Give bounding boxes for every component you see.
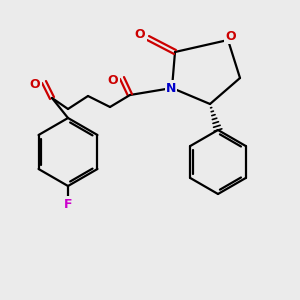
Text: O: O [135, 28, 145, 41]
Text: O: O [226, 29, 236, 43]
Text: N: N [166, 82, 176, 94]
Text: O: O [30, 77, 40, 91]
Text: O: O [108, 74, 118, 86]
Text: F: F [64, 197, 72, 211]
